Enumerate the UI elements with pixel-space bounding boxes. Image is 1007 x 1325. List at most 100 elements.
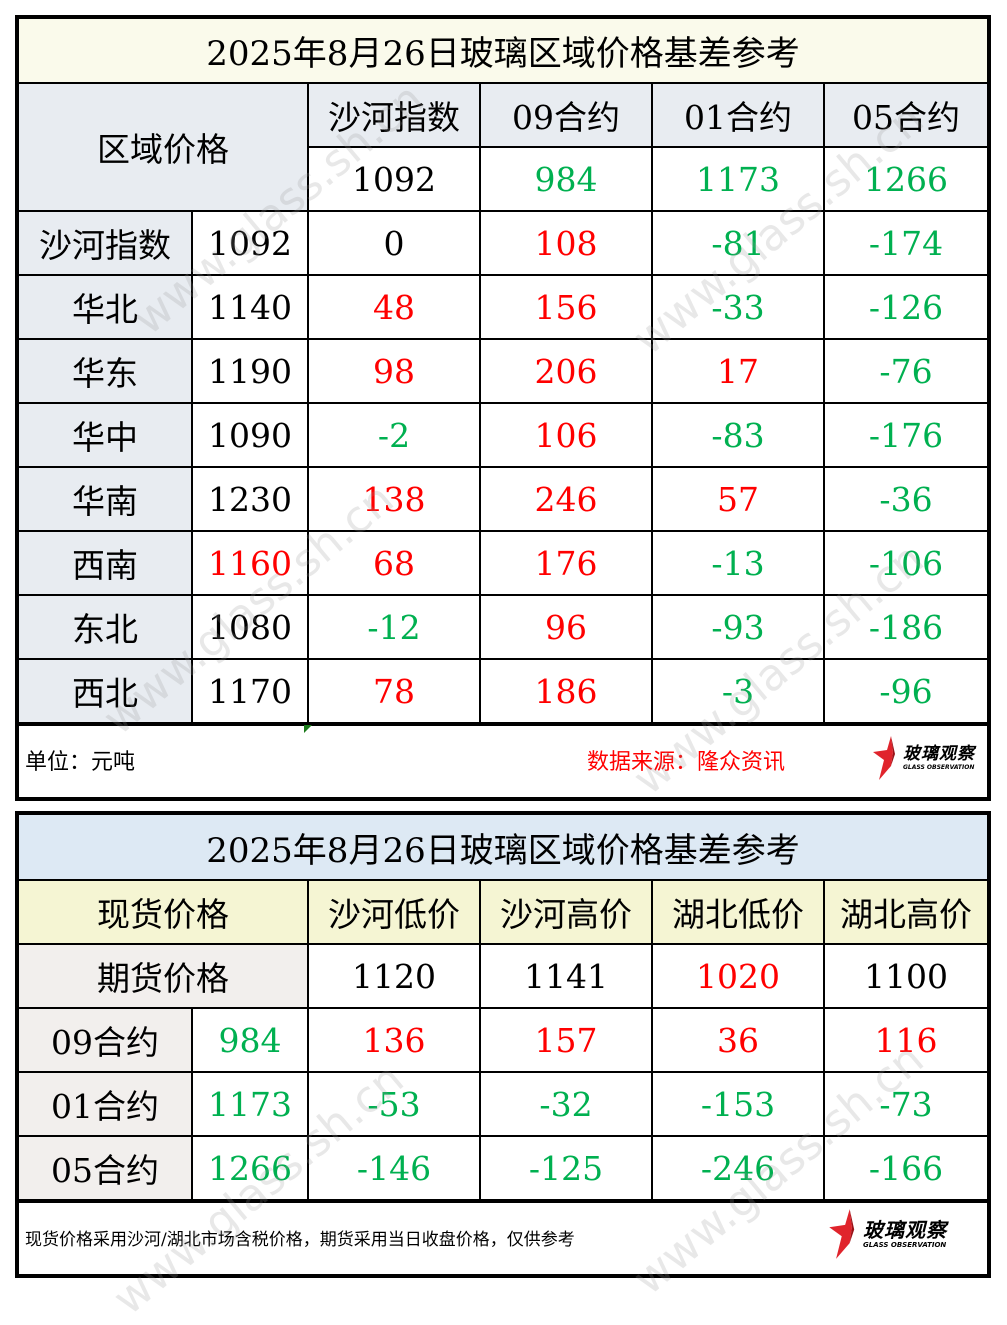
basis-value: -73: [823, 1071, 987, 1137]
column-reference-price: 1092: [308, 146, 481, 212]
red-star-icon: [873, 736, 895, 780]
column-reference-price: 1173: [651, 146, 825, 212]
table-row: 东北 1080 -12 96 -93 -186: [19, 594, 987, 660]
basis-value: 96: [479, 594, 653, 660]
column-header: 湖北低价: [651, 879, 825, 945]
basis-value: 156: [479, 274, 653, 340]
table-row: 09合约 984 136 157 36 116: [19, 1007, 987, 1073]
basis-value: -93: [651, 594, 825, 660]
region-label: 西北: [19, 658, 193, 724]
contract-label: 05合约: [19, 1135, 193, 1201]
basis-value: 106: [479, 402, 653, 468]
basis-value: 157: [479, 1007, 653, 1073]
region-price: 1170: [191, 658, 309, 724]
basis-value: 17: [651, 338, 825, 404]
basis-value: -2: [307, 402, 481, 468]
basis-value: 98: [307, 338, 481, 404]
column-header: 沙河高价: [479, 879, 653, 945]
logo-text-en: GLASS OBSERVATION: [863, 1240, 947, 1249]
data-source-label: 数据来源：隆众资讯: [587, 750, 786, 775]
basis-value: -33: [651, 274, 825, 340]
futures-price-label: 期货价格: [19, 943, 309, 1009]
basis-value: 57: [651, 466, 825, 532]
futures-spot-basis-table: 2025年8月26日玻璃区域价格基差参考 现货价格 沙河低价 沙河高价 湖北低价…: [19, 815, 987, 1201]
column-header: 沙河低价: [307, 879, 481, 945]
table-row: 华南 1230 138 246 57 -36: [19, 466, 987, 532]
table-row: 华中 1090 -2 106 -83 -176: [19, 402, 987, 468]
table-title: 2025年8月26日玻璃区域价格基差参考: [19, 19, 987, 84]
table-row: 西北 1170 78 186 -3 -96: [19, 658, 987, 724]
region-label: 华中: [19, 402, 193, 468]
basis-value: -81: [651, 210, 825, 276]
logo-text-cn: 玻璃观察: [903, 743, 975, 764]
region-price: 1230: [191, 466, 309, 532]
basis-value: -36: [823, 466, 987, 532]
corner-label: 区域价格: [19, 82, 309, 212]
region-price: 1190: [191, 338, 309, 404]
basis-value: 138: [307, 466, 481, 532]
futures-spot-basis-panel: 2025年8月26日玻璃区域价格基差参考 现货价格 沙河低价 沙河高价 湖北低价…: [15, 811, 991, 1278]
basis-value: 0: [307, 210, 481, 276]
table-footer: 单位：元吨 数据来源：隆众资讯 玻璃观察 GLASS OBSERVATION: [19, 724, 987, 788]
basis-value: -106: [823, 530, 987, 596]
table-row: 01合约 1173 -53 -32 -153 -73: [19, 1071, 987, 1137]
contract-price: 984: [191, 1007, 309, 1073]
basis-value: -125: [479, 1135, 653, 1201]
spot-price-label: 现货价格: [19, 879, 309, 945]
column-reference-price: 1266: [823, 146, 987, 212]
basis-value: -3: [651, 658, 825, 724]
contract-label: 09合约: [19, 1007, 193, 1073]
basis-value: 68: [307, 530, 481, 596]
basis-value: -166: [823, 1135, 987, 1201]
column-header: 09合约: [479, 82, 653, 148]
region-price: 1090: [191, 402, 309, 468]
contract-price: 1173: [191, 1071, 309, 1137]
table-row: 华东 1190 98 206 17 -76: [19, 338, 987, 404]
methodology-note: 现货价格采用沙河/湖北市场含税价格，期货采用当日收盘价格，仅供参考: [25, 1230, 575, 1250]
table-row: 华北 1140 48 156 -33 -126: [19, 274, 987, 340]
basis-value: 206: [479, 338, 653, 404]
basis-value: -246: [651, 1135, 825, 1201]
table-footer: 现货价格采用沙河/湖北市场含税价格，期货采用当日收盘价格，仅供参考 玻璃观察 G…: [19, 1201, 987, 1265]
basis-value: 136: [307, 1007, 481, 1073]
basis-value: -186: [823, 594, 987, 660]
glass-observation-logo: 玻璃观察 GLASS OBSERVATION: [871, 736, 975, 780]
basis-value: -83: [651, 402, 825, 468]
table-row: 05合约 1266 -146 -125 -246 -166: [19, 1135, 987, 1201]
cell-comment-marker: [304, 725, 312, 733]
column-header: 01合约: [651, 82, 825, 148]
region-label: 华南: [19, 466, 193, 532]
basis-value: -12: [307, 594, 481, 660]
basis-value: -174: [823, 210, 987, 276]
logo-text-cn: 玻璃观察: [863, 1217, 947, 1242]
red-star-icon: [829, 1209, 855, 1259]
basis-value: 246: [479, 466, 653, 532]
region-label: 沙河指数: [19, 210, 193, 276]
unit-label: 单位：元吨: [25, 750, 136, 775]
basis-value: -13: [651, 530, 825, 596]
table-title: 2025年8月26日玻璃区域价格基差参考: [19, 815, 987, 881]
basis-value: -76: [823, 338, 987, 404]
spot-price-value: 1100: [823, 943, 987, 1009]
basis-value: 176: [479, 530, 653, 596]
column-header: 沙河指数: [307, 82, 481, 148]
spot-price-value: 1120: [307, 943, 481, 1009]
basis-value: 108: [479, 210, 653, 276]
basis-value: 36: [651, 1007, 825, 1073]
contract-price: 1266: [191, 1135, 309, 1201]
spot-price-value: 1141: [479, 943, 653, 1009]
column-reference-price: 984: [479, 146, 653, 212]
glass-observation-logo: 玻璃观察 GLASS OBSERVATION: [827, 1209, 947, 1259]
region-price: 1160: [191, 530, 309, 596]
basis-value: 116: [823, 1007, 987, 1073]
basis-value: -126: [823, 274, 987, 340]
spot-price-value: 1020: [651, 943, 825, 1009]
contract-label: 01合约: [19, 1071, 193, 1137]
region-label: 西南: [19, 530, 193, 596]
basis-value: 48: [307, 274, 481, 340]
basis-value: -176: [823, 402, 987, 468]
logo-text-en: GLASS OBSERVATION: [903, 763, 975, 771]
column-header: 05合约: [823, 82, 987, 148]
regional-basis-panel: 2025年8月26日玻璃区域价格基差参考 区域价格 沙河指数 09合约 01合约…: [15, 15, 991, 801]
basis-value: -96: [823, 658, 987, 724]
